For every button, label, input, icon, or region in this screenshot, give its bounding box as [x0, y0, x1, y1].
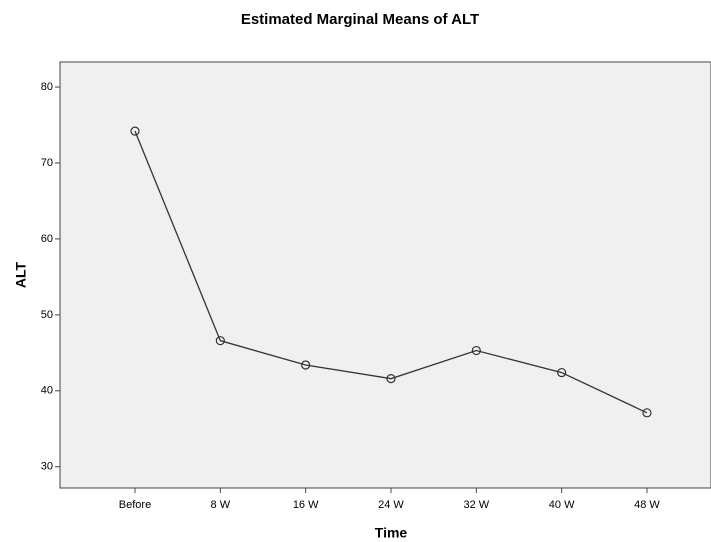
x-tick-label: 32 W — [463, 499, 489, 511]
plot-area — [59, 61, 711, 489]
y-axis-title: ALT — [13, 261, 29, 288]
x-tick-label: Before — [119, 499, 151, 511]
y-tick-label: 40 — [41, 385, 53, 397]
marker — [215, 336, 225, 346]
x-tick-label: 8 W — [211, 499, 231, 511]
y-tick-label: 70 — [41, 157, 53, 169]
marker — [130, 126, 140, 136]
y-tick-label: 30 — [41, 461, 53, 473]
marker — [386, 374, 396, 384]
marker — [642, 408, 652, 418]
x-tick-label: 24 W — [378, 499, 404, 511]
x-axis-title: Time — [375, 525, 408, 541]
chart-title: Estimated Marginal Means of ALT — [241, 11, 479, 28]
x-tick-label: 16 W — [293, 499, 319, 511]
y-tick-label: 50 — [41, 309, 53, 321]
y-tick-label: 80 — [41, 81, 53, 93]
marker — [557, 367, 567, 378]
y-tick-label: 60 — [41, 233, 53, 245]
x-tick-label: 40 W — [549, 499, 575, 511]
marker — [471, 345, 481, 356]
line — [134, 130, 648, 414]
marker — [301, 360, 311, 370]
x-tick-label: 48 W — [634, 499, 660, 511]
